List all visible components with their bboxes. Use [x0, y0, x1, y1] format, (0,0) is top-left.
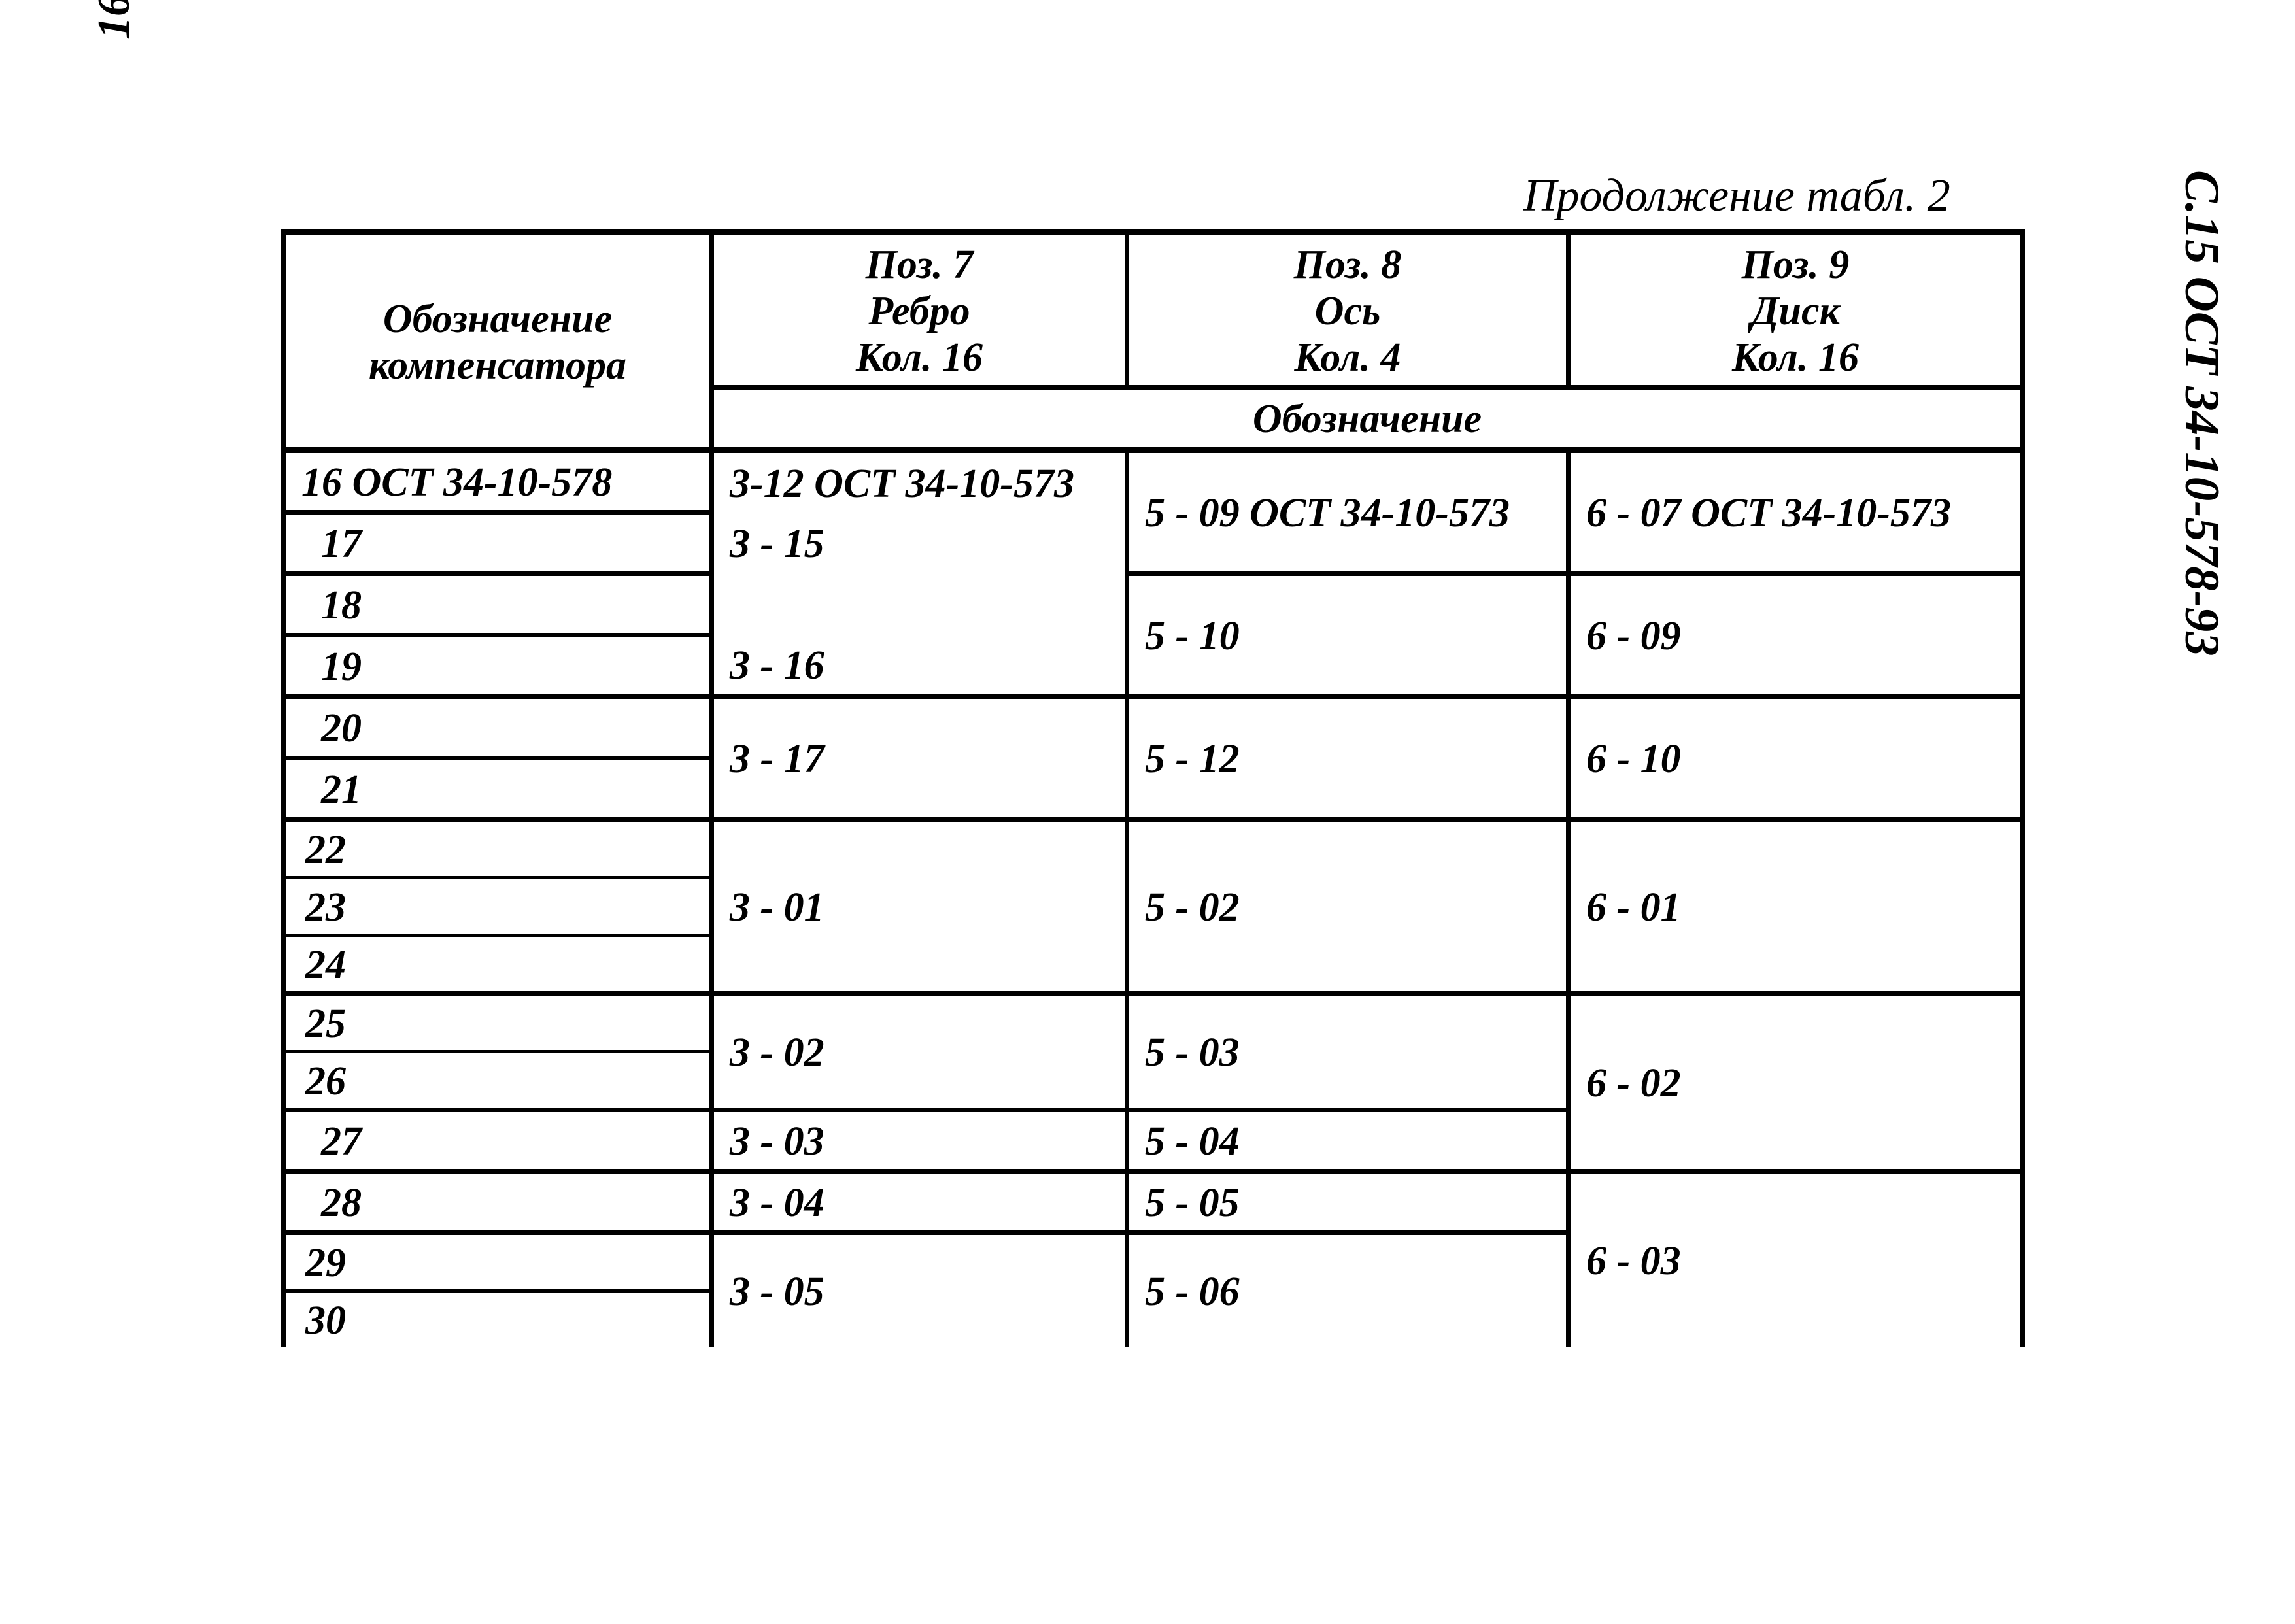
cell-r10c1: 3 - 04: [712, 1172, 1127, 1233]
cell-r10c0: 28: [284, 1172, 712, 1233]
subheader-designation: Обозначение: [712, 388, 2023, 450]
table-row: 20 3 - 17 5 - 12 6 - 10: [284, 697, 2023, 758]
cell-r5c2: 5 - 12: [1127, 697, 1569, 820]
hdr-c2-l3: Кол. 4: [1295, 335, 1401, 380]
cell-r5c1: 3 - 17: [712, 697, 1127, 820]
cell-r10c3: 6 - 03: [1569, 1172, 2023, 1347]
cell-r8c2: 5 - 03: [1127, 994, 1569, 1110]
cell-r7c0: 22 23 24: [284, 820, 712, 994]
cell-val: 23: [286, 879, 709, 937]
cell-r1c2: 5 - 09 ОСТ 34-10-573: [1127, 450, 1569, 574]
cell-r2c1: 3 - 15: [712, 513, 1127, 574]
header-pos7: Поз. 7 Ребро Кол. 16: [712, 232, 1127, 388]
table-row: 28 3 - 04 5 - 05 6 - 03: [284, 1172, 2023, 1233]
cell-r1c1: 3-12 ОСТ 34-10-573: [712, 450, 1127, 513]
cell-val: 30: [286, 1293, 709, 1347]
hdr-col0-l2: компенсатора: [369, 343, 626, 388]
cell-r1c0: 16 ОСТ 34-10-578: [284, 450, 712, 513]
cell-r8c1: 3 - 02: [712, 994, 1127, 1110]
cell-r4c1: 3 - 16: [712, 635, 1127, 697]
cell-empty: [712, 574, 1127, 635]
cell-r5c3: 6 - 10: [1569, 697, 2023, 820]
cell-r8c0: 25 26: [284, 994, 712, 1110]
header-pos8: Поз. 8 Ось Кол. 4: [1127, 232, 1569, 388]
cell-r7c3: 6 - 01: [1569, 820, 2023, 994]
table-row: 25 26 3 - 02 5 - 03 6 - 02: [284, 994, 2023, 1110]
hdr-c3-l3: Кол. 16: [1732, 335, 1859, 380]
hdr-c1-l1: Поз. 7: [866, 243, 974, 287]
cell-val: 24: [286, 937, 709, 991]
cell-val: 18: [301, 583, 362, 628]
cell-r7c2: 5 - 02: [1127, 820, 1569, 994]
cell-val: 20: [301, 706, 362, 751]
cell-r11c1: 3 - 05: [712, 1233, 1127, 1347]
cell-r2c0: 17: [284, 513, 712, 574]
page-number: 168: [88, 0, 141, 39]
cell-val: 21: [301, 768, 362, 812]
hdr-c1-l3: Кол. 16: [856, 335, 983, 380]
cell-r3c0: 18: [284, 574, 712, 635]
cell-r10c2: 5 - 05: [1127, 1172, 1569, 1233]
cell-r1c3: 6 - 07 ОСТ 34-10-573: [1569, 450, 2023, 574]
cell-r3c2: 5 - 10: [1127, 574, 1569, 697]
cell-r11c2: 5 - 06: [1127, 1233, 1569, 1347]
cell-r4c0: 19: [284, 635, 712, 697]
cell-r5c0: 20: [284, 697, 712, 758]
table-row: 22 23 24 3 - 01 5 - 02 6 - 01: [284, 820, 2023, 994]
cell-r9c0: 27: [284, 1110, 712, 1172]
document-id: С.15 ОСТ 34-10-578-93: [2173, 170, 2230, 656]
cell-r11c0: 29 30: [284, 1233, 712, 1347]
cell-val: 27: [301, 1119, 362, 1164]
hdr-c3-l2: Диск: [1751, 289, 1840, 333]
header-pos9: Поз. 9 Диск Кол. 16: [1569, 232, 2023, 388]
hdr-c2-l2: Ось: [1315, 289, 1381, 333]
table-caption: Продолжение табл. 2: [1523, 170, 1950, 222]
header-designation: Обозначение компенсатора: [284, 232, 712, 450]
hdr-c1-l2: Ребро: [868, 289, 970, 333]
cell-r7c1: 3 - 01: [712, 820, 1127, 994]
cell-val: 29: [286, 1235, 709, 1293]
spec-table: Обозначение компенсатора Поз. 7 Ребро Ко…: [281, 229, 2025, 1347]
cell-r9c2: 5 - 04: [1127, 1110, 1569, 1172]
table-row: 16 ОСТ 34-10-578 3-12 ОСТ 34-10-573 5 - …: [284, 450, 2023, 513]
cell-r3c3: 6 - 09: [1569, 574, 2023, 697]
cell-r8c3: 6 - 02: [1569, 994, 2023, 1172]
cell-val: 25: [286, 996, 709, 1053]
table-header-row: Обозначение компенсатора Поз. 7 Ребро Ко…: [284, 232, 2023, 388]
cell-val: 26: [286, 1053, 709, 1108]
cell-val: 22: [286, 822, 709, 879]
table-row: 18 5 - 10 6 - 09: [284, 574, 2023, 635]
cell-val: 19: [301, 645, 362, 689]
cell-val: 28: [301, 1181, 362, 1225]
cell-r6c0: 21: [284, 758, 712, 820]
hdr-col0-l1: Обозначение: [383, 297, 612, 341]
cell-r9c1: 3 - 03: [712, 1110, 1127, 1172]
hdr-c2-l1: Поз. 8: [1294, 243, 1402, 287]
cell-val: 17: [301, 522, 362, 566]
hdr-c3-l1: Поз. 9: [1742, 243, 1850, 287]
